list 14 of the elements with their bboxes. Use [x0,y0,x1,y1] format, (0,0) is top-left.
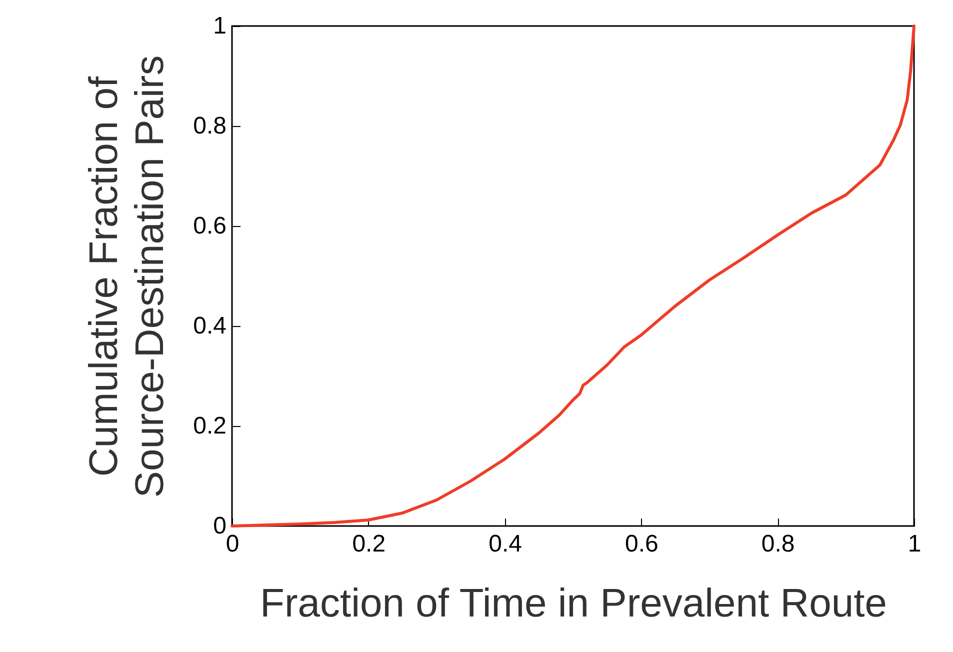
y-tick-label: 0.4 [193,312,226,340]
x-tick-label: 0.6 [625,530,658,558]
y-tick-label: 0.2 [193,412,226,440]
y-tick-label: 0 [213,512,226,540]
x-axis-title: Fraction of Time in Prevalent Route [260,582,887,626]
y-tick-label: 0.8 [193,112,226,140]
x-tick-label: 0.2 [352,530,386,558]
y-tick-label: 1 [213,12,226,40]
line-series [230,24,916,528]
y-tick-label: 0.6 [193,212,226,240]
x-tick-label: 1 [908,530,922,558]
y-axis-title: Cumulative Fraction of Source-Destination Pairs [82,55,172,498]
x-tick-label: 0.4 [488,530,522,558]
x-tick-label: 0.8 [761,530,795,558]
